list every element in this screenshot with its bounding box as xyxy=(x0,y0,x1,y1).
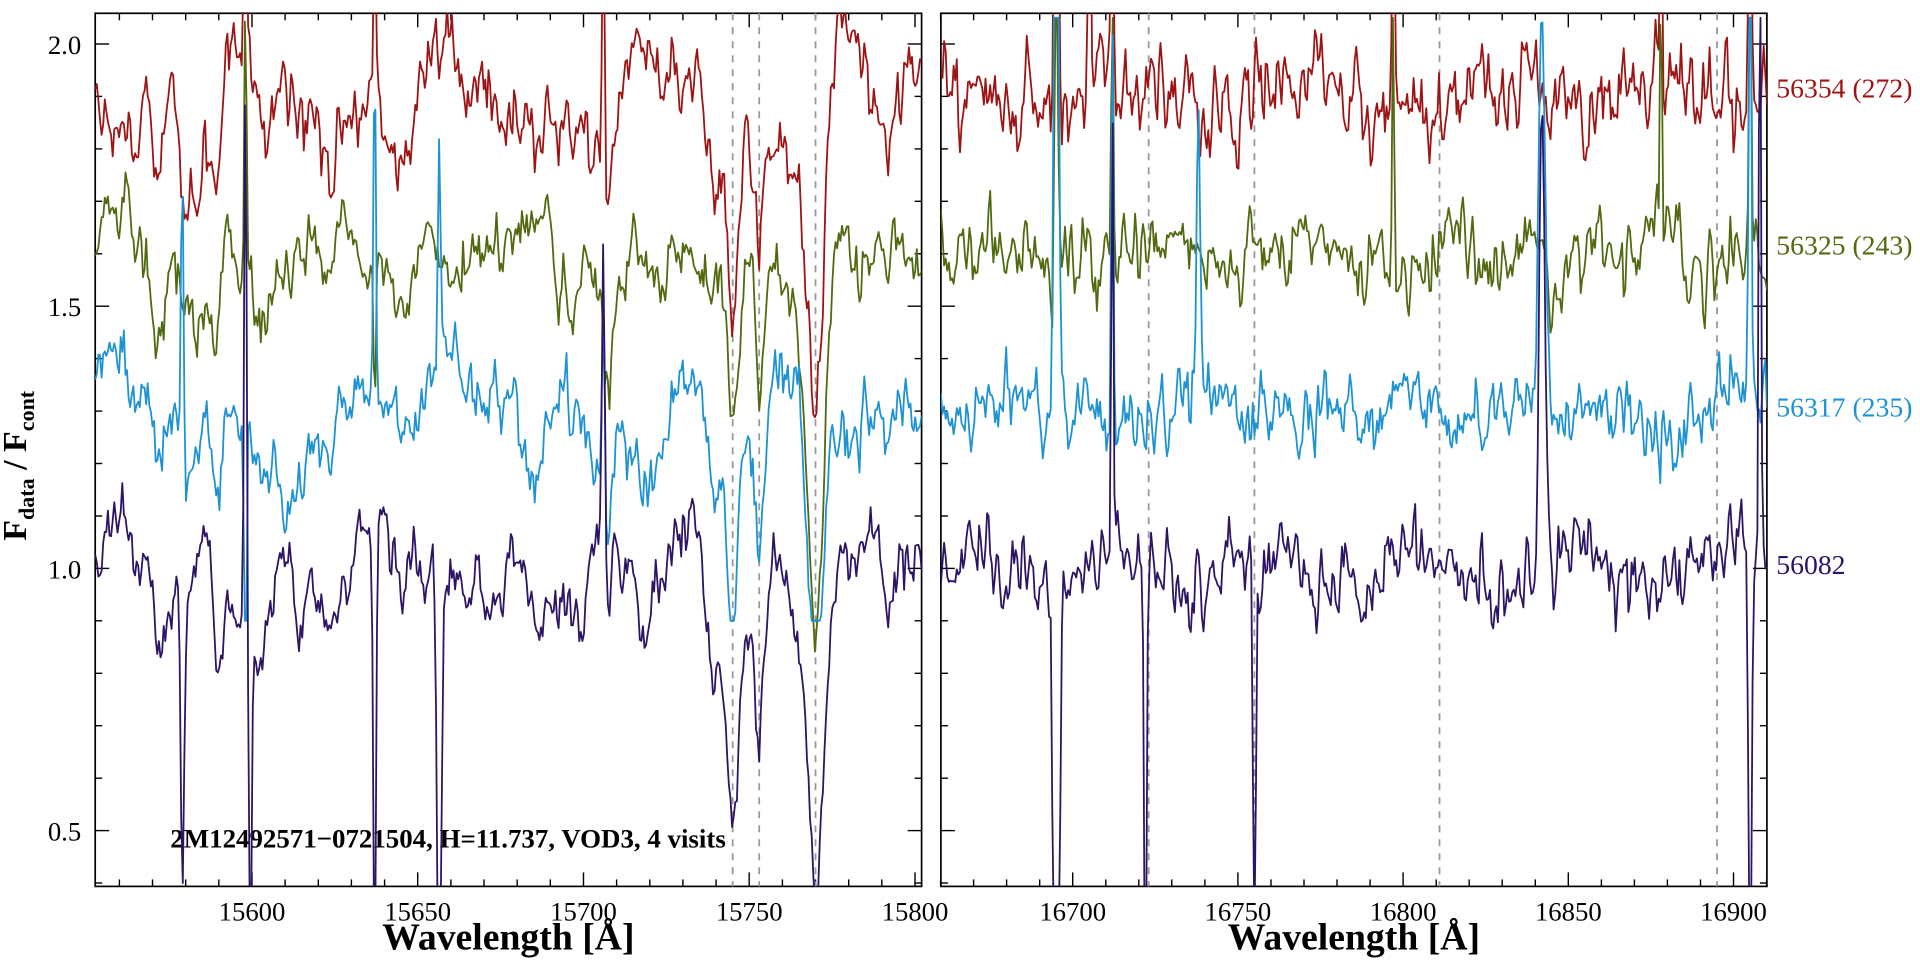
svg-text:15800: 15800 xyxy=(882,896,949,926)
svg-text:0.5: 0.5 xyxy=(48,817,81,847)
svg-text:1.5: 1.5 xyxy=(48,292,81,322)
svg-text:16900: 16900 xyxy=(1700,896,1767,926)
svg-text:56317 (235): 56317 (235) xyxy=(1776,391,1912,422)
svg-text:56325 (243): 56325 (243) xyxy=(1776,230,1912,261)
svg-text:15600: 15600 xyxy=(219,896,286,926)
svg-text:56354 (272): 56354 (272) xyxy=(1776,73,1912,104)
svg-text:16850: 16850 xyxy=(1535,896,1602,926)
svg-text:1.0: 1.0 xyxy=(48,554,81,584)
svg-text:2.0: 2.0 xyxy=(48,30,81,60)
svg-text:56082: 56082 xyxy=(1776,549,1845,580)
svg-text:15750: 15750 xyxy=(716,896,783,926)
svg-text:2M12492571−0721504, H=11.737: 2M12492571−0721504, H=11.737, VOD3, 4 vi… xyxy=(170,824,726,854)
svg-text:Wavelength [Å]: Wavelength [Å] xyxy=(382,916,634,958)
svg-text:Wavelength [Å]: Wavelength [Å] xyxy=(1228,916,1480,958)
svg-text:16700: 16700 xyxy=(1039,896,1106,926)
